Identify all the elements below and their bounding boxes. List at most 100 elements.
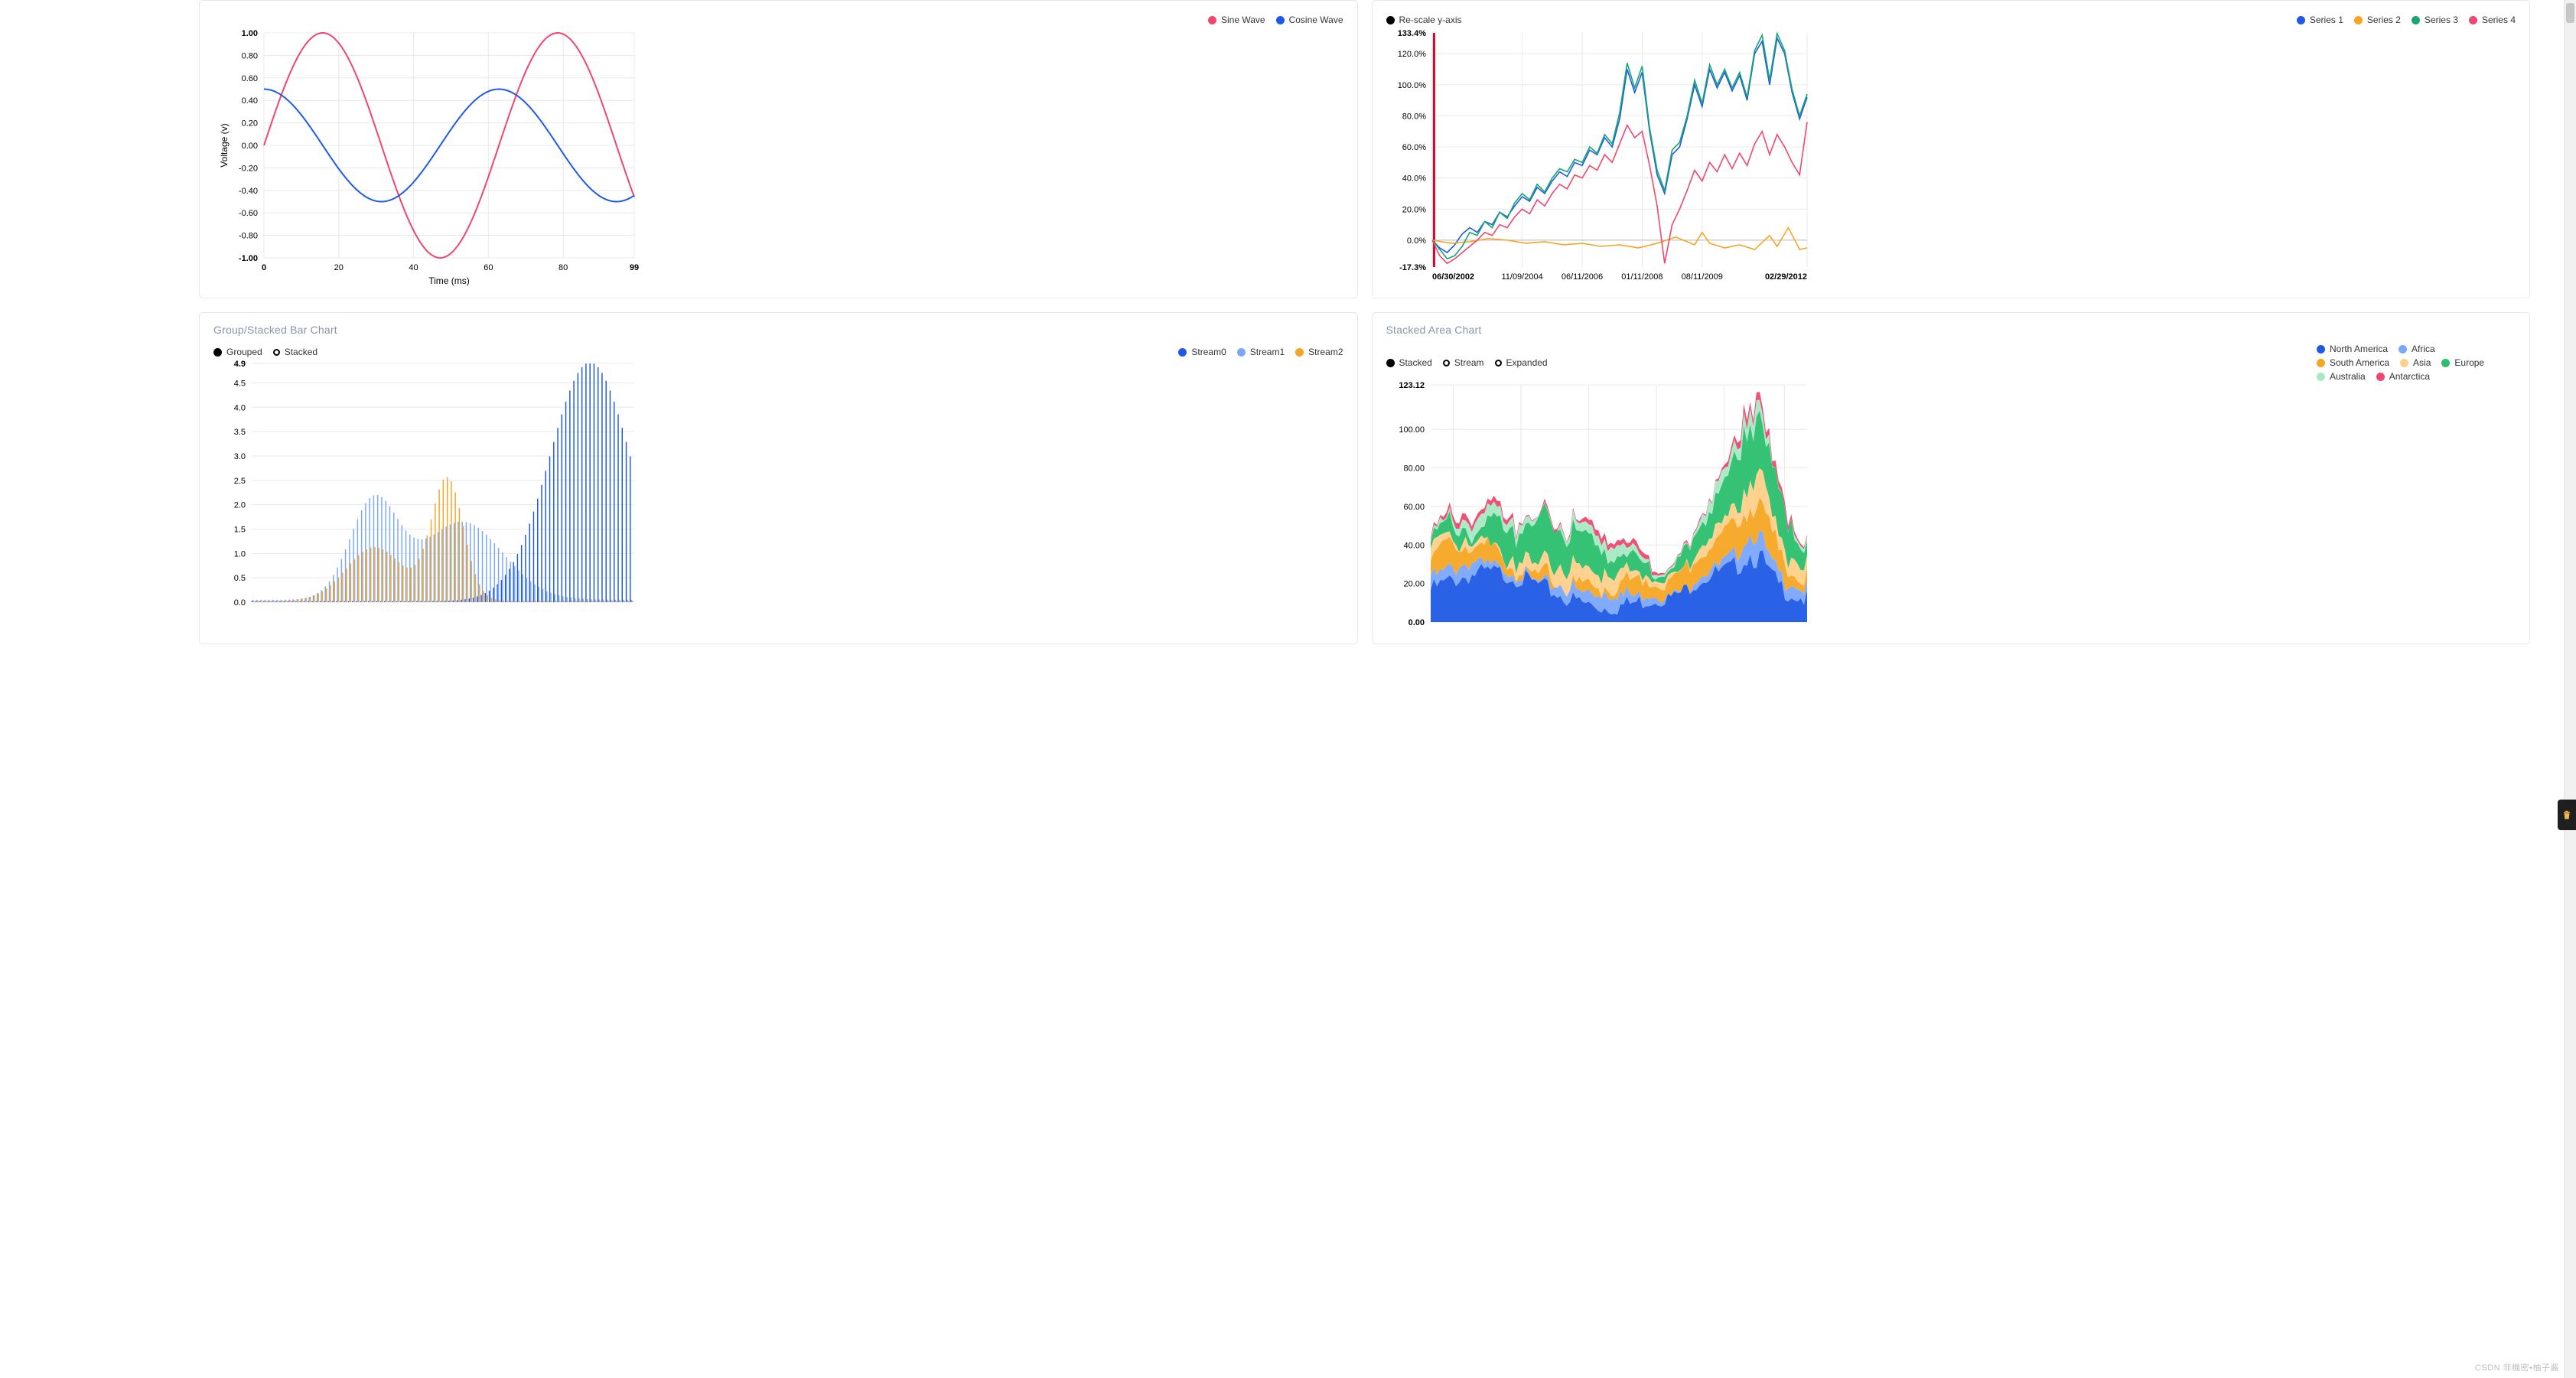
side-tool-button[interactable] [2558,800,2576,830]
legend-label: Stacked [285,347,318,357]
svg-text:-0.60: -0.60 [239,209,258,218]
legend-item-series-1[interactable]: Series 1 [2297,15,2343,25]
svg-text:3.0: 3.0 [234,452,246,461]
legend-label: Stream [1454,357,1484,368]
legend-item-series-2[interactable]: Series 2 [2354,15,2401,25]
legend-item-europe[interactable]: Europe [2441,357,2484,368]
svg-text:02/29/2012: 02/29/2012 [1764,272,1806,282]
svg-text:0.20: 0.20 [242,119,258,129]
svg-text:-1.00: -1.00 [239,254,258,263]
legend-label: South America [2330,357,2389,368]
legend-item-africa[interactable]: Africa [2399,344,2435,354]
control-grouped[interactable]: Grouped [213,347,262,357]
svg-text:40: 40 [409,263,418,272]
svg-text:20.0%: 20.0% [1402,205,1425,214]
legend-label: Series 1 [2310,15,2343,25]
svg-text:133.4%: 133.4% [1397,29,1426,38]
legend-cumulative: Re-scale y-axis Series 1 Series 2 Series 3… [1386,11,2516,28]
chart-sine: -1.00-0.80-0.60-0.40-0.200.000.200.400.6… [213,28,642,288]
legend-item-stream2[interactable]: Stream2 [1295,347,1343,357]
svg-text:1.0: 1.0 [234,549,246,559]
panel-cumulative: Re-scale y-axis Series 1 Series 2 Series 3… [1372,0,2531,298]
svg-text:60.0%: 60.0% [1402,143,1425,152]
legend-area-wrap: Stacked Stream Expanded North America Afric… [1386,344,2516,382]
svg-text:0.5: 0.5 [234,574,246,583]
control-re-scale-y-axis[interactable]: Re-scale y-axis [1386,15,1462,25]
swatch-icon [1386,16,1395,24]
legend-label: Cosine Wave [1289,15,1343,25]
panel-area-title: Stacked Area Chart [1386,324,2516,336]
svg-text:80.00: 80.00 [1403,464,1425,474]
panel-bar: Group/Stacked Bar Chart GroupedStacked S… [199,312,1358,644]
swatch-icon [2376,373,2385,381]
legend-label: Sine Wave [1221,15,1265,25]
swatch-icon [2441,359,2450,367]
legend-label: Asia [2413,357,2431,368]
svg-text:06/30/2002: 06/30/2002 [1432,272,1474,282]
svg-text:100.0%: 100.0% [1397,81,1426,90]
legend-label: Series 4 [2482,15,2516,25]
swatch-icon [1443,360,1450,366]
legend-item-series-3[interactable]: Series 3 [2412,15,2458,25]
svg-text:0.0%: 0.0% [1406,236,1425,246]
watermark-text: CSDN 非機密•柚子酱 [2475,1361,2559,1373]
svg-text:0.40: 0.40 [242,96,258,106]
swatch-icon [1495,360,1502,366]
swatch-icon [1276,16,1285,24]
swatch-icon [273,349,280,356]
legend-label: Expanded [1506,357,1548,368]
swatch-icon [1237,348,1246,357]
swatch-icon [2317,373,2325,381]
legend-item-asia[interactable]: Asia [2400,357,2431,368]
svg-text:01/11/2008: 01/11/2008 [1621,272,1663,282]
svg-text:4.9: 4.9 [234,360,246,369]
panel-sine-cosine: Sine WaveCosine Wave -1.00-0.80-0.60-0.4… [199,0,1358,298]
legend-item-cosine-wave[interactable]: Cosine Wave [1276,15,1343,25]
scrollbar-vertical[interactable] [2564,0,2576,1378]
swatch-icon [2354,16,2363,24]
svg-text:4.0: 4.0 [234,403,246,412]
svg-text:Voltage (v): Voltage (v) [219,123,230,167]
svg-text:40.0%: 40.0% [1402,174,1425,184]
legend-label: Stacked [1399,357,1432,368]
legend-label: Stream2 [1308,347,1343,357]
svg-text:-0.20: -0.20 [239,164,258,173]
svg-text:2.0: 2.0 [234,501,246,510]
control-expanded[interactable]: Expanded [1495,357,1548,368]
legend-item-australia[interactable]: Australia [2317,371,2366,382]
control-stacked[interactable]: Stacked [273,347,318,357]
legend-sine: Sine Wave Cosine Wave [213,11,1343,28]
svg-text:60: 60 [484,263,493,272]
scrollbar-thumb[interactable] [2566,3,2574,23]
swatch-icon [1178,348,1187,357]
swatch-icon [2412,16,2420,24]
svg-text:40.00: 40.00 [1403,541,1425,550]
swatch-icon [2469,16,2477,24]
swatch-icon [2317,345,2325,353]
legend-item-south-america[interactable]: South America [2317,357,2389,368]
svg-text:120.0%: 120.0% [1397,50,1426,59]
swatch-icon [2399,345,2407,353]
svg-text:-17.3%: -17.3% [1399,263,1426,272]
svg-text:123.12: 123.12 [1399,382,1425,390]
svg-text:08/11/2009: 08/11/2009 [1681,272,1722,282]
svg-text:0.0: 0.0 [234,598,246,608]
legend-item-stream1[interactable]: Stream1 [1237,347,1285,357]
swatch-icon [1386,359,1395,367]
control-stacked[interactable]: Stacked [1386,357,1432,368]
legend-label: Re-scale y-axis [1399,15,1462,25]
legend-item-sine-wave[interactable]: Sine Wave [1208,15,1265,25]
legend-item-stream0[interactable]: Stream0 [1178,347,1226,357]
chart-cumulative: 0.0%20.0%40.0%60.0%80.0%100.0%120.0%133.… [1386,28,1815,288]
trash-icon [2561,808,2572,822]
legend-bar-wrap: Grouped Stacked Stream0 Stream1 Stream2 [213,344,1343,360]
control-stream[interactable]: Stream [1443,357,1484,368]
svg-text:1.00: 1.00 [242,29,258,38]
legend-item-north-america[interactable]: North America [2317,344,2388,354]
legend-label: Stream0 [1191,347,1226,357]
svg-text:2.5: 2.5 [234,477,246,486]
svg-text:20: 20 [334,263,344,272]
legend-item-antarctica[interactable]: Antarctica [2376,371,2430,382]
legend-item-series-4[interactable]: Series 4 [2469,15,2516,25]
svg-text:4.5: 4.5 [234,379,246,388]
